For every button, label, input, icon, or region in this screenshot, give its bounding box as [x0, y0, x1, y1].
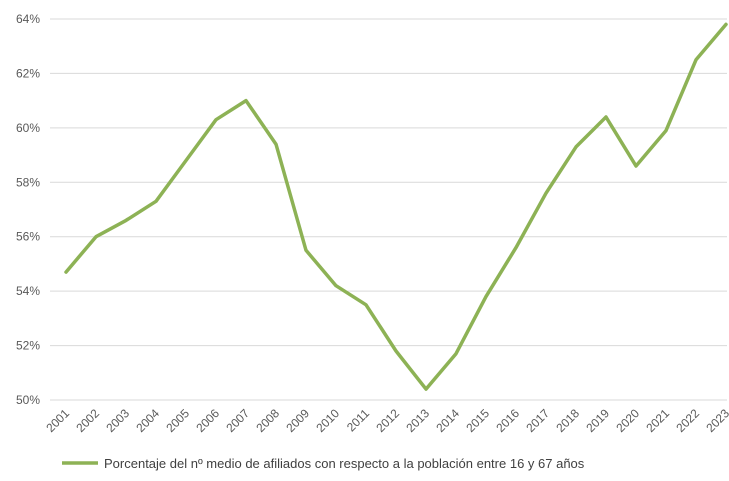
y-tick-label: 62%: [16, 66, 40, 80]
legend-label: Porcentaje del nº medio de afiliados con…: [104, 456, 585, 471]
x-tick-label: 2005: [163, 406, 192, 435]
y-tick-label: 56%: [16, 230, 40, 244]
legend: Porcentaje del nº medio de afiliados con…: [62, 456, 585, 471]
y-axis-ticks: 50% 52% 54% 56% 58% 60% 62% 64%: [16, 12, 40, 407]
y-tick-label: 52%: [16, 339, 40, 353]
x-tick-label: 2015: [463, 406, 492, 435]
x-tick-label: 2009: [283, 406, 312, 435]
gridlines: [50, 18, 727, 401]
x-tick-label: 2010: [313, 406, 342, 435]
series-line: [64, 22, 728, 391]
x-tick-label: 2017: [523, 406, 552, 435]
x-tick-label: 2019: [583, 406, 612, 435]
series-lines: [64, 22, 728, 391]
x-tick-label: 2022: [673, 406, 702, 435]
x-tick-label: 2021: [643, 406, 672, 435]
y-tick-label: 54%: [16, 284, 40, 298]
x-tick-label: 2008: [253, 406, 282, 435]
x-tick-label: 2004: [133, 406, 162, 435]
x-tick-label: 2001: [43, 406, 72, 435]
x-tick-label: 2014: [433, 406, 462, 435]
x-tick-label: 2007: [223, 406, 252, 435]
x-axis-ticks: 2001 2002 2003 2004 2005 2006 2007 2008 2009 2010…: [43, 406, 729, 435]
x-tick-label: 2020: [613, 406, 642, 435]
x-tick-label: 2016: [493, 406, 522, 435]
y-tick-label: 58%: [16, 175, 40, 189]
y-tick-label: 60%: [16, 121, 40, 135]
x-tick-label: 2012: [373, 406, 402, 435]
x-tick-label: 2023: [703, 406, 729, 435]
x-tick-label: 2006: [193, 406, 222, 435]
x-tick-label: 2011: [344, 406, 372, 434]
x-tick-label: 2018: [553, 406, 582, 435]
y-tick-label: 64%: [16, 12, 40, 26]
y-tick-label: 50%: [16, 393, 40, 407]
x-tick-label: 2003: [103, 406, 132, 435]
x-tick-label: 2002: [73, 406, 102, 435]
x-tick-label: 2013: [403, 406, 432, 435]
